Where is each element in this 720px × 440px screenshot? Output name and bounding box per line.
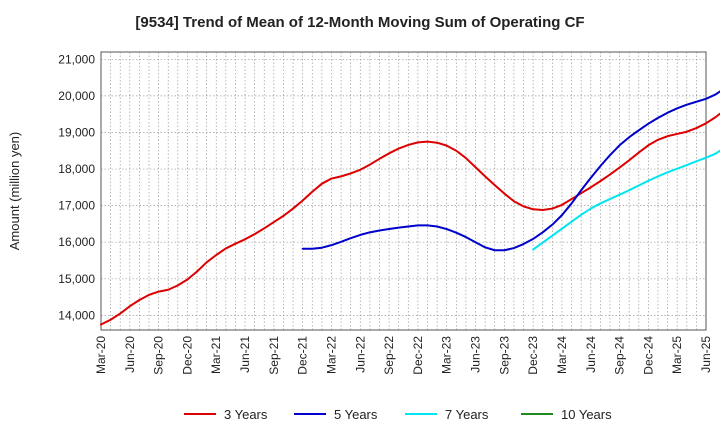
x-tick-label: Mar-23 bbox=[440, 336, 454, 374]
legend-label-5-years: 5 Years bbox=[334, 407, 378, 422]
x-tick-label: Sep-24 bbox=[613, 336, 627, 375]
x-tick-label: Jun-23 bbox=[469, 336, 483, 373]
series-line-3-years bbox=[100, 112, 720, 326]
x-tick-label: Sep-20 bbox=[152, 336, 166, 375]
x-tick-label: Jun-24 bbox=[584, 336, 598, 373]
series-line-5-years bbox=[301, 90, 720, 252]
x-tick-label: Mar-20 bbox=[94, 336, 108, 374]
x-tick-label: Sep-22 bbox=[382, 336, 396, 375]
x-tick-label: Jun-25 bbox=[699, 336, 713, 373]
x-tick-label: Dec-24 bbox=[641, 336, 655, 375]
y-tick-label: 19,000 bbox=[58, 125, 95, 139]
legend-label-7-years: 7 Years bbox=[445, 407, 489, 422]
x-tick-label: Mar-22 bbox=[324, 336, 338, 374]
y-tick-label: 16,000 bbox=[58, 235, 95, 249]
series-lines bbox=[100, 90, 720, 326]
y-tick-label: 14,000 bbox=[58, 308, 95, 322]
x-tick-label: Sep-23 bbox=[497, 336, 511, 375]
y-tick-label: 15,000 bbox=[58, 272, 95, 286]
x-axis: Mar-20 Jun-20 Sep-20 Dec-20 Mar-21 Jun-21 Sep-… bbox=[94, 336, 713, 375]
plot-area bbox=[101, 52, 706, 330]
x-tick-label: Mar-21 bbox=[209, 336, 223, 374]
x-tick-label: Jun-20 bbox=[123, 336, 137, 373]
x-tick-label: Jun-22 bbox=[353, 336, 367, 373]
x-tick-label: Dec-22 bbox=[411, 336, 425, 375]
x-tick-label: Jun-21 bbox=[238, 336, 252, 373]
x-tick-label: Dec-23 bbox=[526, 336, 540, 375]
legend-label-10-years: 10 Years bbox=[561, 407, 612, 422]
x-tick-label: Mar-25 bbox=[670, 336, 684, 374]
y-tick-label: 17,000 bbox=[58, 199, 95, 213]
series-line-7-years bbox=[532, 149, 720, 251]
x-tick-label: Dec-21 bbox=[296, 336, 310, 375]
y-axis-title: Amount (million yen) bbox=[7, 132, 22, 251]
x-tick-label: Mar-24 bbox=[555, 336, 569, 374]
legend: 3 Years 5 Years 7 Years 10 Years bbox=[184, 407, 612, 422]
y-axis: 14,000 15,000 16,000 17,000 18,000 19,000 20,0… bbox=[58, 52, 95, 322]
chart-title: [9534] Trend of Mean of 12-Month Moving … bbox=[135, 14, 585, 31]
y-tick-label: 20,000 bbox=[58, 89, 95, 103]
y-tick-label: 18,000 bbox=[58, 162, 95, 176]
grid bbox=[101, 52, 706, 330]
plot-border bbox=[100, 51, 707, 331]
x-tick-label: Sep-21 bbox=[267, 336, 281, 375]
y-tick-label: 21,000 bbox=[58, 52, 95, 66]
x-tick-label: Dec-20 bbox=[180, 336, 194, 375]
legend-label-3-years: 3 Years bbox=[224, 407, 268, 422]
